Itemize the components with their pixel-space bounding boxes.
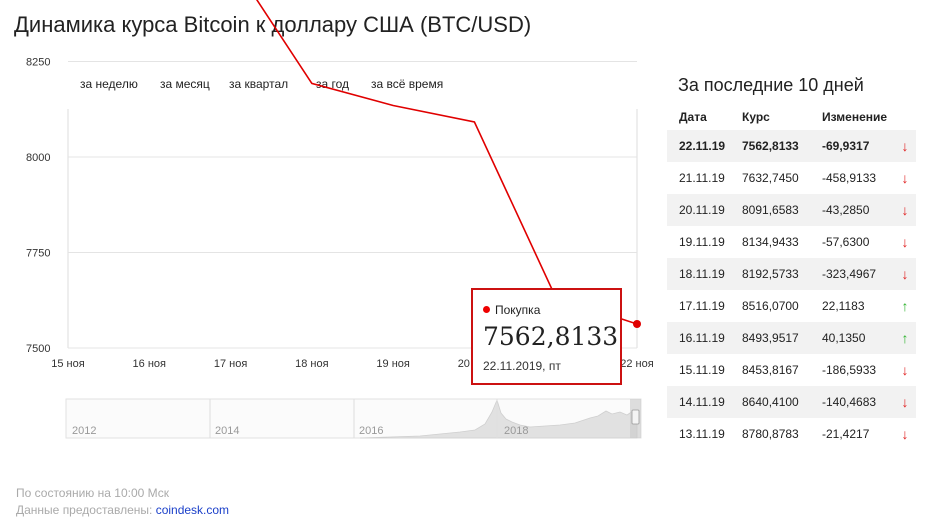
row-date: 22.11.19	[667, 130, 742, 162]
header-date: Дата	[679, 110, 707, 124]
source-link[interactable]: coindesk.com	[155, 503, 230, 517]
navigator-history-area	[359, 398, 638, 439]
tab-week[interactable]: за неделю	[80, 77, 138, 91]
tab-quarter[interactable]: за квартал	[229, 77, 289, 91]
chart-grid	[67, 61, 638, 349]
series-path	[256, 0, 638, 325]
row-date: 18.11.19	[667, 258, 742, 290]
navigator-year-label: 2012	[72, 425, 96, 437]
x-tick-label: 17 ноя	[214, 358, 247, 370]
x-tick-label: 15 ноя	[51, 358, 84, 370]
table-row: 17.11.19 8516,0700 22,1183 ↑	[667, 290, 916, 322]
y-tick-label: 8000	[26, 152, 50, 164]
x-tick-label: 16 ноя	[133, 358, 166, 370]
arrow-down-icon: ↓	[901, 234, 909, 250]
row-change: 22,1183	[822, 299, 865, 313]
row-rate: 8780,8783	[742, 427, 799, 441]
x-tick-label: 22 ноя	[620, 358, 653, 370]
status-text: По состоянию на 10:00 Мск	[16, 486, 170, 500]
row-rate: 8192,5733	[742, 258, 822, 290]
source-prefix: Данные предоставлены:	[16, 503, 156, 517]
table-row: 18.11.19 8192,5733 -323,4967 ↓	[667, 258, 916, 290]
navigator-year-label: 2014	[215, 425, 239, 437]
row-rate: 8453,8167	[742, 363, 799, 377]
row-change: -323,4967	[822, 258, 894, 290]
tab-month[interactable]: за месяц	[160, 77, 210, 91]
table-title: За последние 10 дней	[678, 75, 864, 95]
row-change: -21,4217	[822, 427, 870, 441]
table-row: 14.11.19 8640,4100 -140,4683 ↓	[667, 386, 916, 418]
row-change: -69,9317	[822, 130, 894, 162]
arrow-down-icon: ↓	[894, 194, 916, 226]
row-date: 14.11.19	[667, 386, 742, 418]
row-rate: 8640,4100	[742, 386, 822, 418]
table-row: 19.11.19 8134,9433 -57,6300 ↓	[667, 226, 916, 258]
arrow-down-icon: ↓	[894, 258, 916, 290]
arrow-up-icon: ↑	[894, 322, 916, 354]
arrow-down-icon: ↓	[901, 362, 909, 378]
row-change: 40,1350	[822, 322, 894, 354]
row-rate: 8134,9433	[742, 235, 799, 249]
row-change: -140,4683	[822, 386, 894, 418]
arrow-down-icon: ↓	[901, 426, 909, 442]
rates-table: Дата Курс Изменение 22.11.19 7562,8133 -69…	[667, 104, 916, 450]
table-row: 16.11.19 8493,9517 40,1350 ↑	[667, 322, 916, 354]
range-navigator[interactable]: 2012 2014 2016 2018	[65, 398, 642, 439]
y-axis: 85008250800077507500	[26, 57, 50, 356]
header-change: Изменение	[822, 110, 888, 124]
arrow-down-icon: ↓	[901, 170, 909, 186]
row-date: 19.11.19	[679, 235, 725, 249]
table-row: 20.11.19 8091,6583 -43,2850 ↓	[667, 194, 916, 226]
tooltip-value: 7562,8133	[483, 322, 619, 351]
table-row: 22.11.19 7562,8133 -69,9317 ↓	[667, 130, 916, 162]
navigator-year-label: 2016	[359, 425, 383, 437]
row-date: 15.11.19	[679, 363, 725, 377]
row-rate: 8091,6583	[742, 194, 822, 226]
row-change: -57,6300	[822, 235, 870, 249]
series-line	[256, 0, 641, 329]
arrow-up-icon: ↑	[901, 298, 909, 314]
header-rate: Курс	[742, 110, 770, 124]
tooltip-dot-icon	[483, 306, 490, 313]
row-date: 21.11.19	[679, 171, 725, 185]
row-date: 16.11.19	[667, 322, 742, 354]
tooltip-header: Покупка	[483, 303, 540, 317]
row-date: 13.11.19	[679, 427, 725, 441]
navigator-year-label: 2018	[504, 425, 528, 437]
navigator-handle[interactable]	[631, 409, 640, 425]
row-rate: 8493,9517	[742, 322, 822, 354]
chart-tooltip: Покупка 7562,8133 22.11.2019, пт	[471, 288, 622, 385]
row-change: -458,9133	[822, 171, 877, 185]
table-row: 21.11.19 7632,7450 -458,9133 ↓	[667, 162, 916, 194]
row-change: -186,5933	[822, 363, 877, 377]
row-change: -43,2850	[822, 194, 894, 226]
tooltip-date: 22.11.2019, пт	[483, 359, 561, 373]
arrow-down-icon: ↓	[894, 386, 916, 418]
row-rate: 8516,0700	[742, 299, 799, 313]
row-rate: 7562,8133	[742, 130, 822, 162]
tooltip-label: Покупка	[495, 303, 541, 317]
current-point-marker[interactable]	[633, 320, 641, 329]
y-tick-label: 8250	[26, 57, 50, 69]
y-tick-label: 7500	[26, 343, 50, 355]
source-text: Данные предоставлены: coindesk.com	[16, 503, 229, 517]
row-date: 20.11.19	[667, 194, 742, 226]
x-tick-label: 18 ноя	[295, 358, 328, 370]
x-tick-label: 19 ноя	[376, 358, 409, 370]
row-rate: 7632,7450	[742, 171, 799, 185]
table-row: 15.11.19 8453,8167 -186,5933 ↓	[667, 354, 916, 386]
y-tick-label: 7750	[26, 248, 50, 260]
row-date: 17.11.19	[679, 299, 725, 313]
arrow-down-icon: ↓	[894, 130, 916, 162]
table-row: 13.11.19 8780,8783 -21,4217 ↓	[667, 418, 916, 450]
tab-all-time[interactable]: за всё время	[371, 77, 444, 91]
